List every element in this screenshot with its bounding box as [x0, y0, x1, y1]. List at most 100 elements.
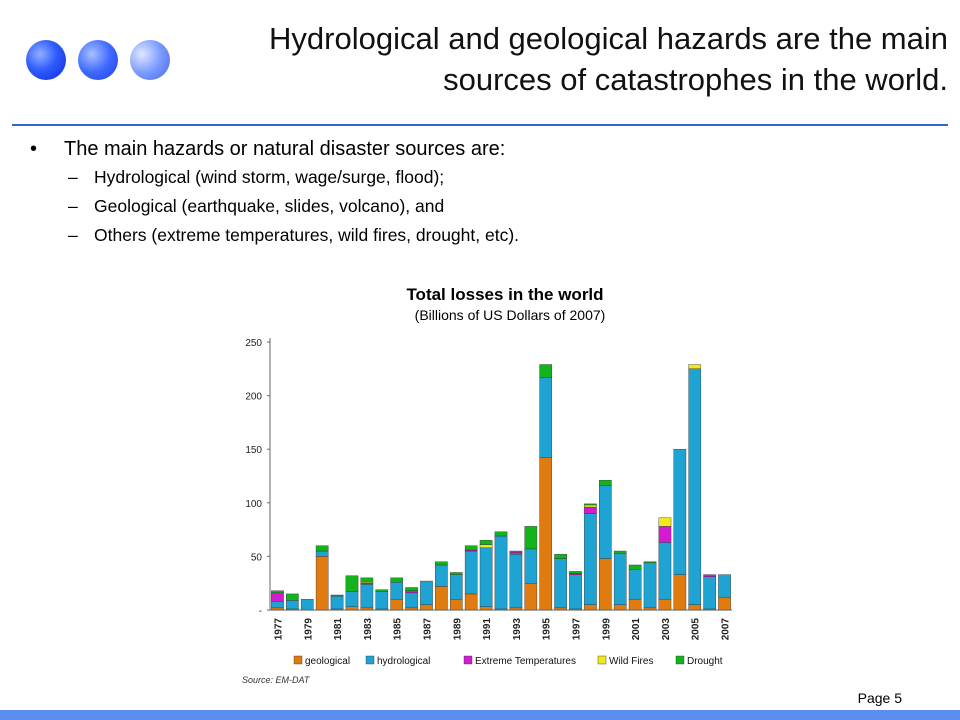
bar-segment	[405, 592, 418, 609]
title-divider	[12, 124, 948, 126]
chart-title: Total losses in the world	[406, 285, 604, 304]
bullet-text: The main hazards or natural disaster sou…	[64, 138, 506, 160]
blue-dot-decoration	[26, 40, 66, 80]
slide-title: Hydrological and geological hazards are …	[269, 21, 948, 97]
chart-source: Source: EM-DAT	[242, 675, 310, 685]
bar-segment	[718, 574, 731, 598]
bar-segment	[554, 607, 567, 611]
bar-segment	[539, 364, 553, 378]
bar-segment	[390, 599, 403, 611]
legend-swatch	[675, 655, 685, 665]
sub-item-text: Geological (earthquake, slides, volcano)…	[94, 196, 445, 216]
bar-segment	[315, 545, 329, 552]
y-tick-label: 50	[251, 552, 263, 563]
bar-segment	[569, 574, 582, 610]
sub-item-text: Others (extreme temperatures, wild fires…	[94, 225, 520, 245]
bullet-list: • The main hazards or natural disaster s…	[30, 135, 930, 250]
bar-segment	[643, 561, 657, 564]
bar-segment	[628, 599, 642, 611]
stacked-bar-chart: - 50 100 150 200 250 1977 1979 1981 1983 1985 1987 1…	[245, 338, 732, 667]
x-tick-label: 2005	[691, 618, 702, 641]
bar-segment	[599, 485, 612, 559]
x-tick-label: 1997	[572, 618, 583, 641]
x-tick-label: 1985	[393, 618, 404, 641]
legend-label: Extreme Temperatures	[475, 656, 576, 667]
bar-segment	[509, 607, 523, 611]
x-tick-label: 1999	[601, 618, 612, 641]
bar-segment	[658, 599, 672, 611]
bar-segment	[405, 587, 418, 591]
bar-segment	[584, 503, 597, 506]
blue-dot-decoration	[78, 40, 118, 80]
x-tick-label: 1977	[273, 618, 284, 641]
legend-label: Wild Fires	[609, 656, 653, 667]
bar-segment	[345, 575, 359, 592]
sub-item: – Geological (earthquake, slides, volcan…	[30, 192, 930, 221]
bar-segment	[464, 550, 478, 595]
bar-segment	[449, 599, 463, 611]
bar-segment	[524, 582, 538, 611]
y-tick-label: -	[259, 606, 262, 617]
bar-segment	[390, 581, 403, 600]
bar-segment	[479, 544, 493, 549]
bar-segment	[509, 554, 523, 609]
bar-segment	[345, 591, 359, 607]
x-tick-label: 2007	[721, 618, 732, 641]
x-tick-label: 1989	[452, 618, 463, 641]
x-tick-label: 1995	[542, 618, 553, 641]
bar-segment	[449, 574, 463, 600]
bottom-bar	[0, 710, 960, 720]
bar-segment	[271, 590, 284, 594]
sub-item: – Others (extreme temperatures, wild fir…	[30, 221, 930, 250]
bar-segment	[703, 576, 716, 610]
bar-segment	[628, 569, 642, 600]
y-tick-label: 150	[245, 445, 262, 456]
bar-segment	[315, 556, 329, 611]
bar-segment	[286, 600, 299, 610]
bar-segment	[479, 540, 493, 545]
bar-segment	[494, 531, 508, 537]
bar-segment	[599, 480, 612, 486]
bar-segment	[703, 574, 716, 577]
bar-segment	[673, 574, 687, 611]
bar-segment	[435, 561, 448, 566]
x-tick-label: 2001	[631, 618, 642, 641]
legend-label: geological	[305, 656, 350, 667]
legend-label: hydrological	[377, 656, 430, 667]
chart-subtitle: (Billions of US Dollars of 2007)	[414, 307, 606, 323]
bar-segment	[435, 586, 448, 611]
bar-segment	[613, 550, 627, 554]
bar-segment	[330, 594, 344, 597]
bar-segment	[658, 542, 672, 600]
bar-segment	[554, 558, 567, 609]
bar-segment	[479, 547, 493, 607]
bar-segment	[330, 595, 344, 610]
dash-marker: –	[68, 167, 78, 187]
bar-segment	[673, 448, 687, 575]
y-tick-label: 250	[245, 338, 262, 349]
bar-segment	[628, 564, 642, 570]
bar-segment	[360, 584, 374, 609]
legend-swatch	[463, 655, 473, 665]
bar-segment	[271, 607, 284, 611]
blue-dot-decoration	[130, 40, 170, 80]
logo-dots	[26, 38, 176, 82]
legend-swatch	[597, 655, 607, 665]
bar-segment	[271, 592, 284, 602]
bar-segment	[613, 552, 627, 605]
page-number: Page 5	[857, 690, 902, 706]
bar-segment	[479, 606, 493, 611]
sub-item: – Hydrological (wind storm, wage/surge, …	[30, 163, 930, 192]
bar-segment	[375, 589, 389, 592]
bar-segment	[584, 504, 597, 508]
x-tick-label: 1991	[482, 618, 493, 641]
bar-segment	[405, 590, 418, 594]
bar-segment	[658, 526, 672, 543]
legend-label: Drought	[687, 656, 723, 667]
bar-segment	[315, 550, 329, 557]
legend-swatch	[293, 655, 303, 665]
bar-segment	[584, 513, 597, 605]
bar-segment	[420, 580, 433, 605]
bar-segment	[300, 599, 314, 611]
y-tick-label: 100	[245, 499, 262, 510]
